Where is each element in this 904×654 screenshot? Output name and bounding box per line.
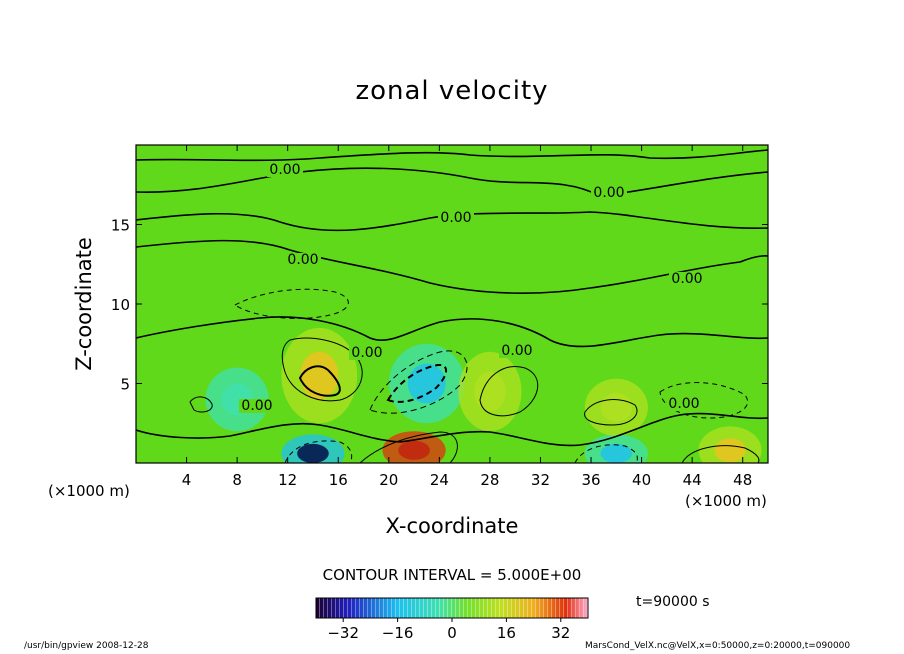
contour-bottom-neg-right — [574, 444, 638, 463]
velocity-feature-core-1 — [407, 363, 446, 404]
x-tick-label: 20 — [379, 471, 398, 489]
contour-label: 0.00 — [287, 252, 318, 268]
colorbar-tick-label: −32 — [327, 624, 359, 642]
x-tick-label: 16 — [329, 471, 348, 489]
contour-label-bg — [591, 186, 627, 200]
colorbar-tick-label: 0 — [447, 624, 457, 642]
x-tick-label: 36 — [581, 471, 600, 489]
contour-bottom-pos-right — [681, 445, 760, 463]
contour-label: 0.00 — [269, 162, 300, 178]
x-tick-label: 8 — [232, 471, 242, 489]
velocity-feature-core-4 — [600, 443, 633, 463]
contour-label-bg — [239, 399, 275, 413]
x-tick-label: 48 — [733, 471, 752, 489]
contour-zero-low — [136, 316, 768, 348]
velocity-feature-core-6 — [474, 371, 506, 412]
contour-label: 0.00 — [671, 271, 702, 287]
y-tick-label: 10 — [111, 296, 130, 314]
contour-left-pos — [189, 396, 213, 413]
contour-neg-core — [386, 363, 447, 403]
contour-zero-mid — [136, 211, 768, 232]
colorbar-tick-label: −16 — [382, 624, 414, 642]
velocity-feature-core-3 — [297, 443, 329, 463]
contour-right-ring — [584, 399, 638, 426]
contour-label: 0.00 — [593, 185, 624, 201]
y-tick-label: 15 — [111, 217, 130, 235]
x-tick-label: 44 — [683, 471, 702, 489]
contour-right-pos — [479, 366, 539, 417]
time-label: t=90000 s — [636, 594, 710, 610]
x-tick-label: 32 — [531, 471, 550, 489]
colorbar-tick-label: 16 — [497, 624, 516, 642]
contour-label: 0.00 — [241, 398, 272, 414]
contour-bottom-pos — [359, 431, 458, 463]
y-tick-label: 5 — [120, 376, 130, 394]
contour-neg-ring — [369, 350, 468, 414]
y-axis-ticks: 5 10 15 — [111, 217, 768, 394]
y-axis-label: Z-coordinate — [72, 237, 96, 371]
contour-label-bg — [285, 253, 321, 267]
x-units-right: (×1000 m) — [685, 492, 767, 510]
footer-program: /usr/bin/gpview 2008-12-28 — [24, 641, 149, 651]
x-tick-label: 28 — [480, 471, 499, 489]
contour-label-bg — [499, 344, 535, 358]
x-axis-ticks: 4 8 12 16 20 24 28 32 36 40 44 48 — [182, 145, 752, 489]
footer-source: MarsCond_VelX.nc@VelX,x=0:50000,z=0:2000… — [585, 641, 851, 651]
contour-label: 0.00 — [440, 210, 471, 226]
contour-zero-upper — [136, 149, 768, 162]
contour-zero-lower — [136, 239, 768, 294]
x-units-left: (×1000 m) — [48, 482, 130, 500]
plot-area — [136, 145, 768, 463]
colorbar-levels — [316, 598, 588, 618]
x-tick-label: 40 — [632, 471, 651, 489]
contour-zero-top — [136, 167, 768, 197]
colorbar — [315, 597, 589, 619]
contour-pos-core — [298, 365, 341, 397]
contour-upper-neg — [234, 288, 349, 319]
x-tick-label: 4 — [182, 471, 192, 489]
contour-label: 0.00 — [668, 396, 699, 412]
contour-label: 0.00 — [351, 345, 382, 361]
chart-title: zonal velocity — [355, 76, 549, 106]
x-tick-label: 24 — [430, 471, 449, 489]
velocity-feature-core-5 — [714, 438, 746, 463]
contour-label: 0.00 — [501, 343, 532, 359]
colorbar-tick-label: 32 — [551, 624, 570, 642]
contour-label-bg — [349, 346, 385, 360]
contour-lines — [136, 149, 768, 463]
velocity-feature-core-2 — [398, 440, 430, 460]
x-tick-label: 12 — [278, 471, 297, 489]
contour-label-bg — [666, 397, 702, 411]
contour-interval: CONTOUR INTERVAL = 5.000E+00 — [322, 566, 582, 584]
velocity-feature-core-0 — [300, 351, 339, 400]
contour-label-bg — [669, 272, 705, 286]
contour-bottom-neg-left — [284, 440, 353, 463]
contour-label-bg — [438, 211, 474, 225]
contour-pos-ring — [281, 337, 363, 402]
contour-label-bg — [267, 163, 303, 177]
x-axis-label: X-coordinate — [385, 514, 519, 538]
velocity-field-layer — [205, 327, 762, 463]
velocity-feature-core-7 — [600, 393, 633, 422]
colorbar-ticks: −32 −16 0 16 32 — [327, 618, 570, 642]
contour-labels: 0.00 0.00 0.00 0.00 0.00 0.00 0.00 0.00 0.00 — [239, 162, 705, 414]
